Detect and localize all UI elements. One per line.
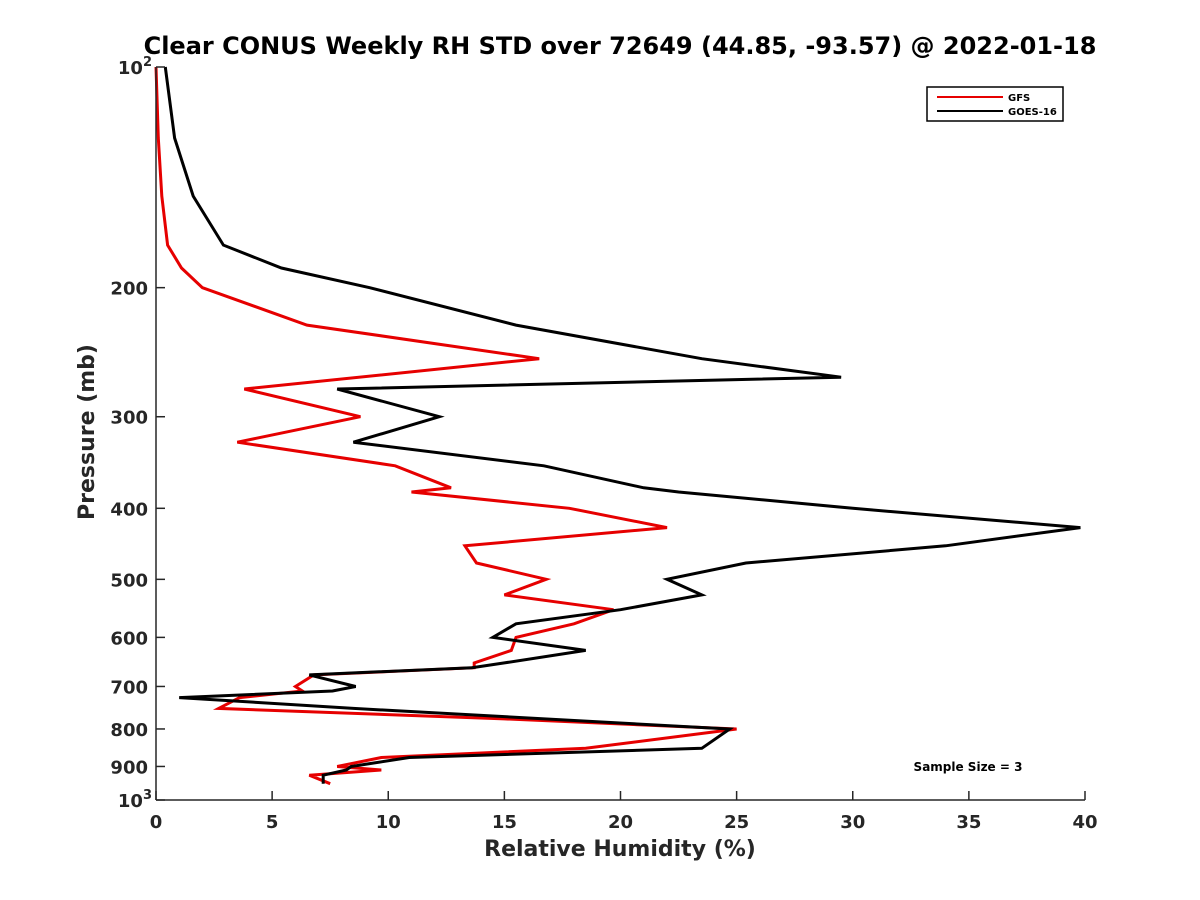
x-tick-label: 35 (956, 812, 981, 833)
y-tick-label: 300 (110, 408, 148, 429)
chart-title: Clear CONUS Weekly RH STD over 72649 (44… (144, 32, 1097, 60)
x-tick-label: 25 (724, 812, 749, 833)
y-axis-label: Pressure (mb) (75, 344, 100, 520)
y-tick-label: 102 (118, 55, 152, 79)
x-tick-label: 0 (150, 812, 163, 833)
sample-size-annotation: Sample Size = 3 (914, 760, 1023, 774)
y-tick-label: 500 (110, 570, 148, 591)
y-tick-label: 200 (110, 279, 148, 300)
y-tick-label: 600 (110, 628, 148, 649)
x-tick-label: 10 (376, 812, 401, 833)
series-line-goes16 (163, 66, 1081, 784)
y-tick-label: 900 (110, 757, 148, 778)
y-tick-label: 103 (118, 788, 152, 812)
legend-box (926, 86, 1064, 122)
legend: GFS GOES-16 (926, 86, 1064, 122)
y-tick-label: 700 (110, 677, 148, 698)
x-tick-label: 5 (266, 812, 279, 833)
x-axis-label: Relative Humidity (%) (484, 837, 756, 862)
y-tick-label: 400 (110, 499, 148, 520)
x-tick-label: 40 (1072, 812, 1097, 833)
y-ticks: 102 200 300 400 500 600 700 800 900 103 (110, 55, 165, 812)
y-tick-label: 800 (110, 720, 148, 741)
x-tick-label: 30 (840, 812, 865, 833)
plot-background (156, 67, 1085, 800)
x-tick-label: 15 (492, 812, 517, 833)
plot-area: 0 5 10 15 20 25 30 35 40 102 200 300 400 500 600 700 80… (110, 55, 1097, 833)
legend-label-goes16: GOES-16 (1008, 107, 1057, 118)
x-ticks: 0 5 10 15 20 25 30 35 40 (150, 791, 1098, 833)
series-layer (154, 66, 1081, 786)
legend-label-gfs: GFS (1008, 93, 1030, 104)
x-tick-label: 20 (608, 812, 633, 833)
